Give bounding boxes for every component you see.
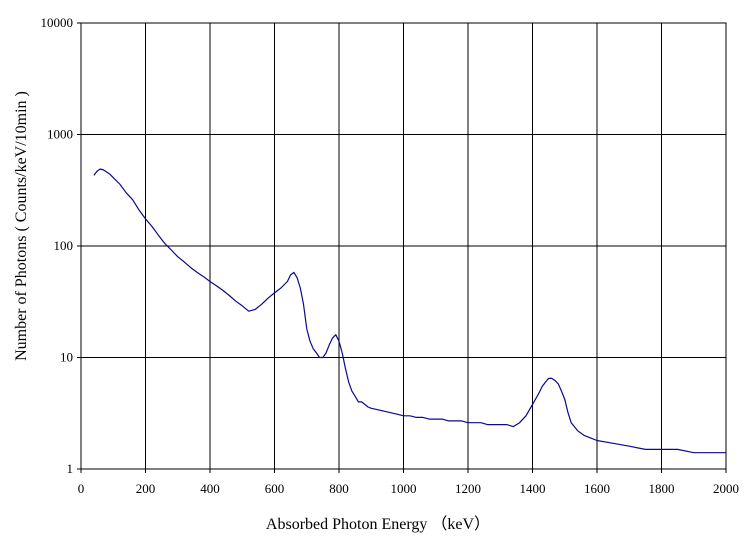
series-line [93,168,726,454]
y-tick-label: 10 [60,350,73,365]
y-tick-label: 10000 [41,15,74,30]
y-axis-title: Number of Photons ( Counts/keV/10min ) [13,91,30,361]
x-tick-label: 1000 [391,481,417,496]
x-tick-label: 1800 [649,481,675,496]
x-tick-label: 1600 [584,481,610,496]
y-axis-ticks: 1 10 100 1000 10000 [41,15,81,476]
y-tick-label: 1 [67,461,74,476]
y-tick-label: 1000 [47,127,73,142]
gridlines [81,23,726,469]
x-axis-title: Absorbed Photon Energy （keV） [266,515,490,533]
x-tick-label: 600 [265,481,285,496]
x-tick-label: 1200 [455,481,481,496]
x-tick-label: 2000 [713,481,739,496]
y-tick-label: 100 [54,238,74,253]
x-tick-label: 0 [78,481,85,496]
x-tick-label: 400 [200,481,220,496]
x-tick-label: 800 [329,481,349,496]
x-tick-label: 200 [136,481,156,496]
x-axis-ticks: 0 200 400 600 800 1000 1200 1400 1600 1800 2000 [78,469,739,496]
x-tick-label: 1400 [520,481,546,496]
